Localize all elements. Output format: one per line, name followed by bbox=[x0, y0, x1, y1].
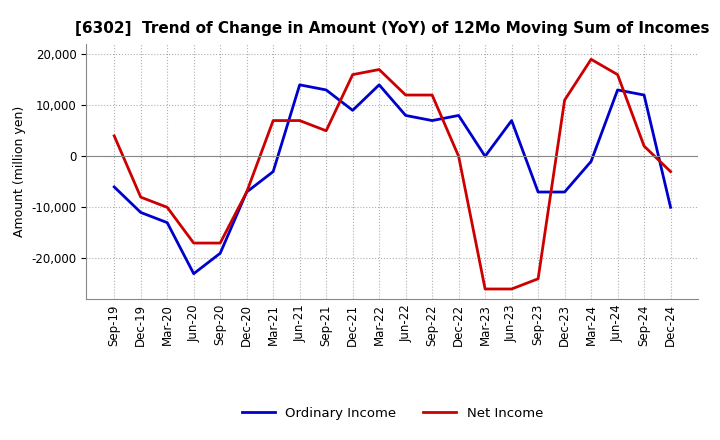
Ordinary Income bbox=[269, 169, 277, 174]
Net Income bbox=[269, 118, 277, 123]
Net Income bbox=[508, 286, 516, 292]
Ordinary Income bbox=[375, 82, 384, 88]
Ordinary Income bbox=[401, 113, 410, 118]
Ordinary Income bbox=[110, 184, 119, 190]
Ordinary Income bbox=[189, 271, 198, 276]
Ordinary Income bbox=[428, 118, 436, 123]
Ordinary Income bbox=[295, 82, 304, 88]
Net Income bbox=[534, 276, 542, 282]
Ordinary Income bbox=[322, 87, 330, 92]
Net Income bbox=[322, 128, 330, 133]
Net Income bbox=[189, 240, 198, 246]
Net Income bbox=[243, 189, 251, 194]
Net Income bbox=[348, 72, 357, 77]
Ordinary Income bbox=[216, 251, 225, 256]
Net Income bbox=[666, 169, 675, 174]
Ordinary Income bbox=[640, 92, 649, 98]
Y-axis label: Amount (million yen): Amount (million yen) bbox=[13, 106, 26, 237]
Net Income bbox=[216, 240, 225, 246]
Ordinary Income bbox=[243, 189, 251, 194]
Line: Ordinary Income: Ordinary Income bbox=[114, 85, 670, 274]
Net Income bbox=[481, 286, 490, 292]
Net Income bbox=[640, 143, 649, 149]
Net Income bbox=[428, 92, 436, 98]
Ordinary Income bbox=[508, 118, 516, 123]
Ordinary Income bbox=[587, 159, 595, 164]
Ordinary Income bbox=[560, 189, 569, 194]
Ordinary Income bbox=[136, 210, 145, 215]
Net Income bbox=[454, 154, 463, 159]
Line: Net Income: Net Income bbox=[114, 59, 670, 289]
Ordinary Income bbox=[163, 220, 171, 225]
Net Income bbox=[613, 72, 622, 77]
Ordinary Income bbox=[666, 205, 675, 210]
Ordinary Income bbox=[534, 189, 542, 194]
Net Income bbox=[401, 92, 410, 98]
Title: [6302]  Trend of Change in Amount (YoY) of 12Mo Moving Sum of Incomes: [6302] Trend of Change in Amount (YoY) o… bbox=[75, 21, 710, 36]
Ordinary Income bbox=[481, 154, 490, 159]
Legend: Ordinary Income, Net Income: Ordinary Income, Net Income bbox=[237, 402, 548, 425]
Net Income bbox=[375, 67, 384, 72]
Net Income bbox=[560, 98, 569, 103]
Ordinary Income bbox=[454, 113, 463, 118]
Ordinary Income bbox=[613, 87, 622, 92]
Net Income bbox=[587, 57, 595, 62]
Net Income bbox=[136, 194, 145, 200]
Net Income bbox=[110, 133, 119, 139]
Net Income bbox=[163, 205, 171, 210]
Net Income bbox=[295, 118, 304, 123]
Ordinary Income bbox=[348, 108, 357, 113]
